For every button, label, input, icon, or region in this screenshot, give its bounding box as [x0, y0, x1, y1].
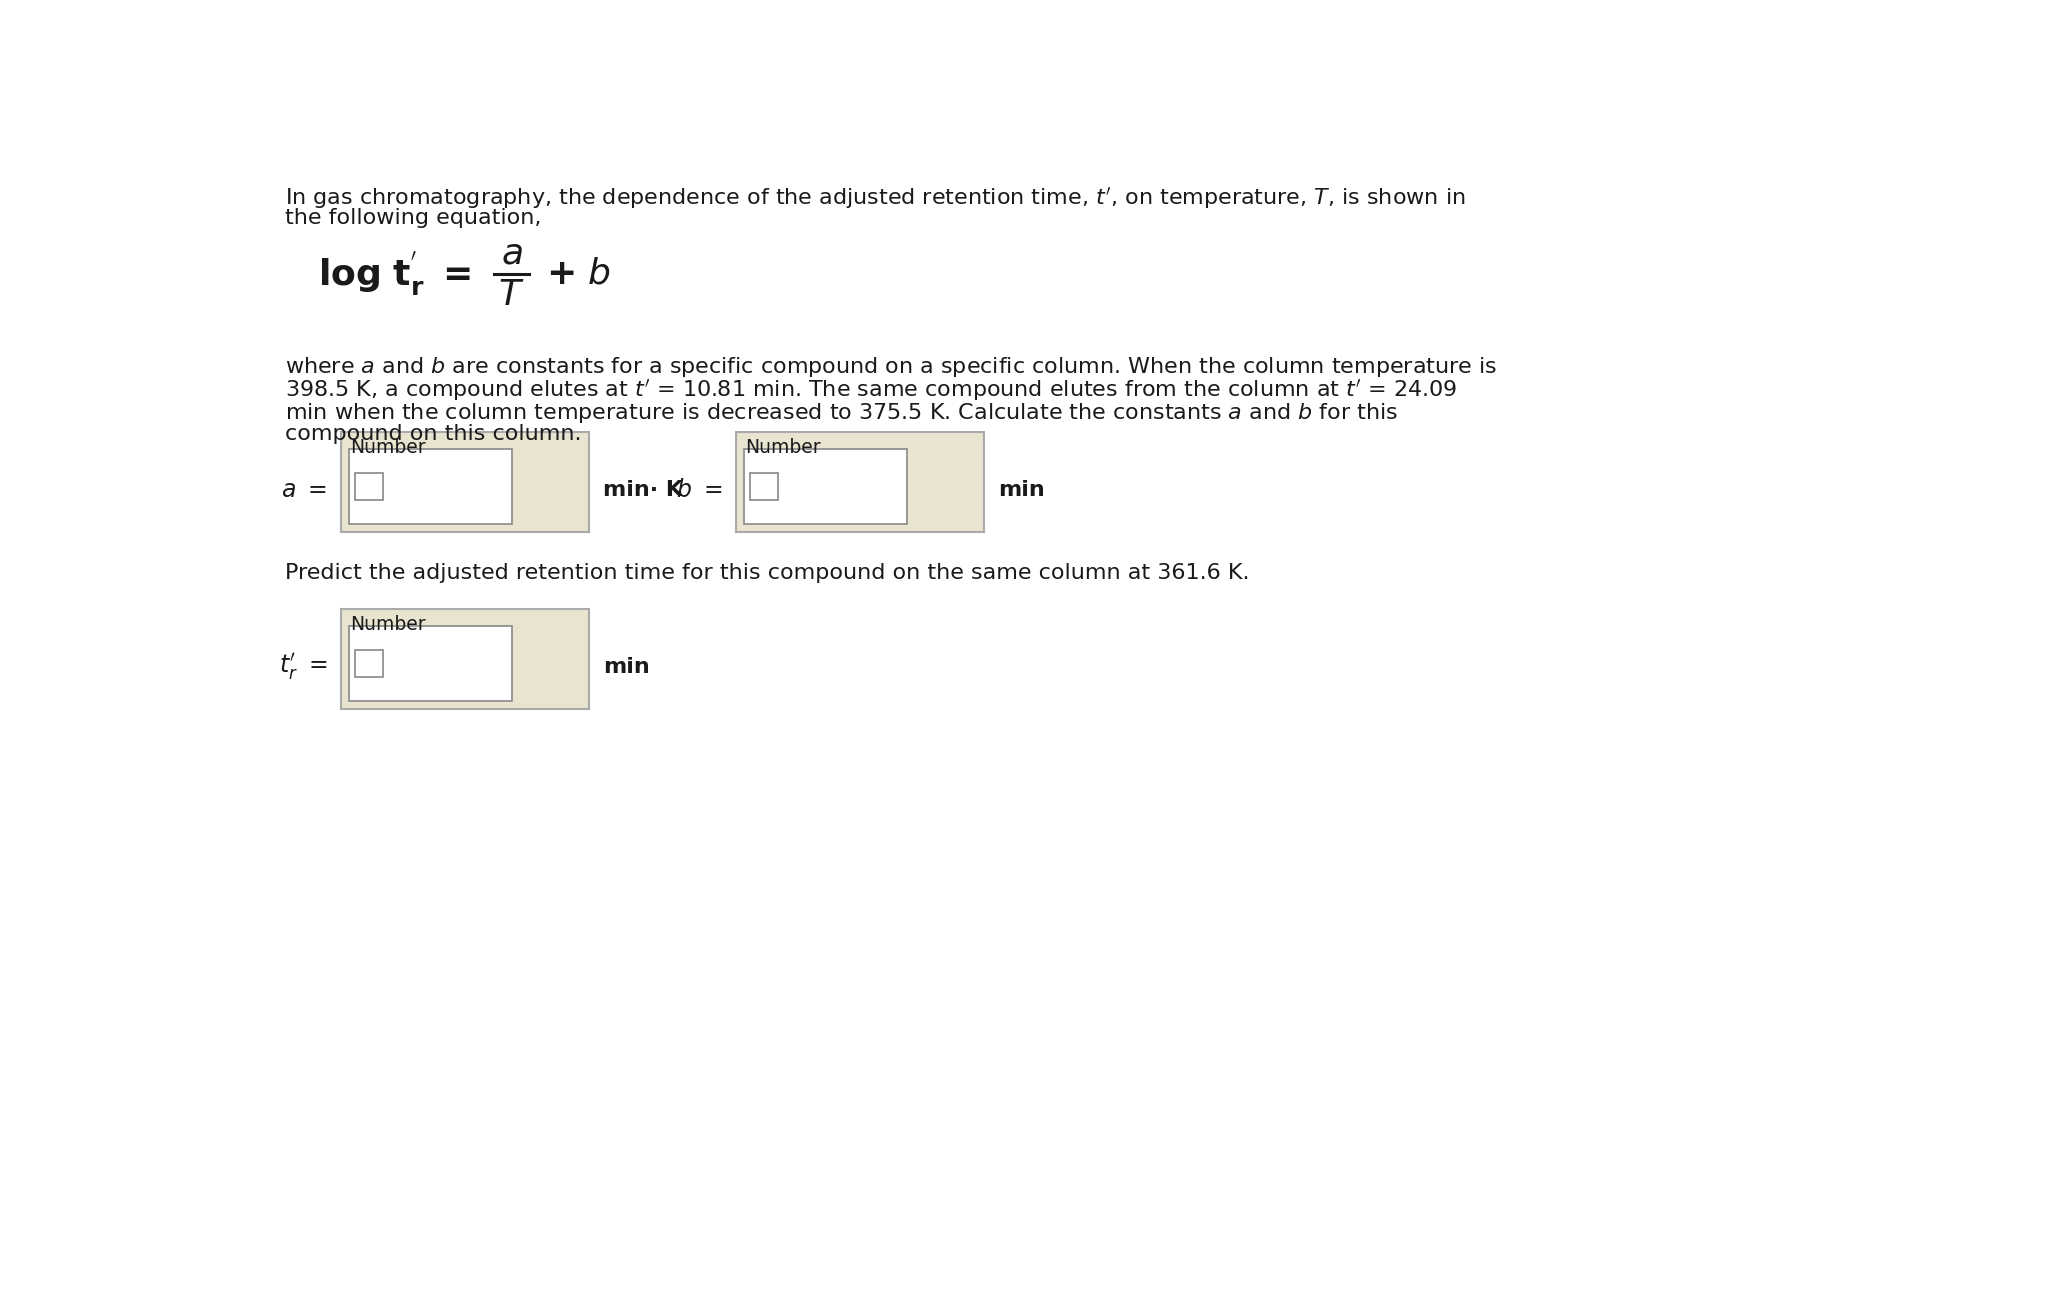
Bar — [745, 448, 906, 524]
Text: where $a$ and $b$ are constants for a specific compound on a specific column. Wh: where $a$ and $b$ are constants for a sp… — [284, 354, 1498, 379]
Bar — [751, 473, 777, 501]
Text: min: min — [998, 480, 1046, 499]
Text: Number: Number — [350, 438, 426, 457]
Bar — [342, 431, 589, 532]
Text: compound on this column.: compound on this column. — [284, 423, 581, 444]
Text: $t_{r}^{\prime}\ =$: $t_{r}^{\prime}\ =$ — [278, 651, 327, 682]
Bar — [354, 650, 383, 677]
Text: $\mathbf{log}\ \mathit{\mathbf{t}}_{\mathbf{r}}^{\mathbf{'}}\ \mathbf{=}$: $\mathbf{log}\ \mathit{\mathbf{t}}_{\mat… — [317, 250, 471, 298]
Text: min: min — [604, 657, 651, 677]
Text: $b\ =$: $b\ =$ — [675, 478, 722, 502]
Bar — [737, 431, 984, 532]
Bar — [354, 473, 383, 501]
Bar — [348, 626, 512, 702]
Text: $\mathbf{+}\ \mathbf{\mathit{b}}$: $\mathbf{+}\ \mathbf{\mathit{b}}$ — [546, 257, 612, 291]
Text: min· K: min· K — [604, 480, 683, 499]
Text: the following equation,: the following equation, — [284, 208, 542, 229]
Text: 398.5 K, a compound elutes at $t'$ = 10.81 min. The same compound elutes from th: 398.5 K, a compound elutes at $t'$ = 10.… — [284, 378, 1457, 404]
Bar — [342, 609, 589, 708]
Text: Number: Number — [350, 616, 426, 634]
Text: min when the column temperature is decreased to 375.5 K. Calculate the constants: min when the column temperature is decre… — [284, 401, 1397, 425]
Text: Number: Number — [745, 438, 820, 457]
Text: $\mathbf{\mathit{a}}$: $\mathbf{\mathit{a}}$ — [501, 237, 522, 271]
Text: $\mathbf{\mathit{T}}$: $\mathbf{\mathit{T}}$ — [499, 278, 524, 312]
Bar — [348, 448, 512, 524]
Text: $a\ =$: $a\ =$ — [280, 478, 327, 502]
Text: In gas chromatography, the dependence of the adjusted retention time, $t'$, on t: In gas chromatography, the dependence of… — [284, 186, 1465, 210]
Text: Predict the adjusted retention time for this compound on the same column at 361.: Predict the adjusted retention time for … — [284, 562, 1250, 583]
